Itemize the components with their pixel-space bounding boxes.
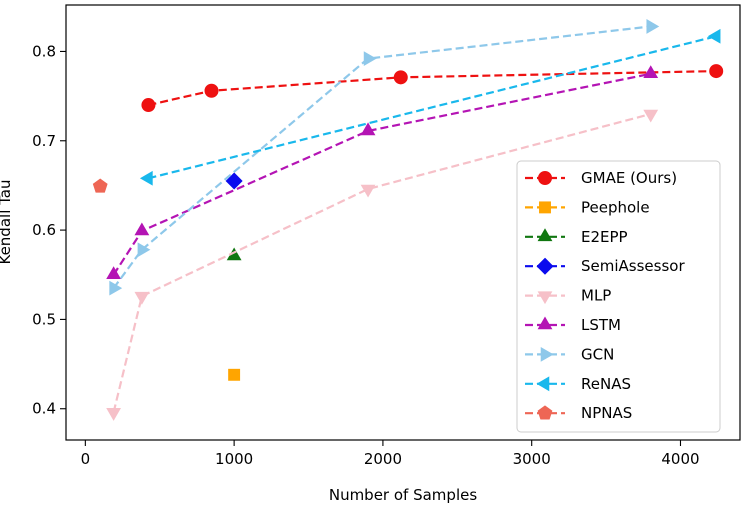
legend-item-peephole: Peephole: [525, 198, 650, 216]
series-gmae-ours: [141, 64, 724, 113]
legend-marker: [537, 405, 553, 420]
data-point: [363, 51, 377, 66]
legend-item-renas: ReNAS: [525, 375, 631, 393]
data-point: [139, 170, 153, 186]
series-line: [148, 70, 717, 107]
legend-marker: [537, 291, 553, 305]
data-point: [106, 408, 122, 421]
data-point: [709, 64, 724, 79]
legend-marker: [537, 228, 553, 242]
legend-marker: [536, 257, 554, 275]
x-tick-label: 3000: [513, 450, 551, 468]
data-point: [106, 266, 122, 280]
data-point: [393, 70, 408, 85]
plot-area: [92, 19, 724, 421]
axes-frame: [65, 4, 741, 441]
data-point: [225, 172, 243, 190]
series-peephole: [228, 368, 241, 381]
data-point: [360, 122, 376, 136]
legend-label: GCN: [581, 345, 614, 363]
data-point: [204, 83, 219, 98]
legend-frame: [516, 160, 721, 433]
legend-item-gcn: GCN: [525, 345, 614, 363]
legend-label: SemiAssessor: [581, 257, 685, 275]
legend-marker: [538, 171, 552, 185]
legend-label: NPNAS: [581, 404, 632, 422]
legend-marker: [539, 201, 551, 214]
series-semiassessor: [225, 172, 243, 190]
legend-item-npnas: NPNAS: [525, 404, 632, 422]
data-point: [141, 98, 156, 113]
legend-item-gmae-ours: GMAE (Ours): [525, 169, 677, 187]
y-tick-label: 0.4: [32, 400, 56, 418]
legend-item-mlp: MLP: [525, 287, 611, 305]
legend-label: ReNAS: [581, 375, 631, 393]
series-gcn: [109, 19, 660, 296]
legend-label: E2EPP: [581, 228, 628, 246]
x-tick-label: 2000: [364, 450, 402, 468]
series-line: [112, 25, 651, 289]
data-point: [228, 368, 241, 381]
series-renas: [139, 28, 721, 186]
x-tick-label: 4000: [661, 450, 699, 468]
legend-marker: [540, 347, 554, 362]
y-axis-label: Kendall Tau: [0, 179, 14, 264]
legend-label: LSTM: [581, 316, 621, 334]
data-point: [134, 291, 150, 305]
data-point: [137, 242, 151, 258]
data-point: [92, 178, 108, 193]
data-point: [134, 222, 150, 236]
data-point: [643, 109, 659, 123]
series-npnas: [92, 178, 108, 193]
legend-marker: [537, 316, 553, 330]
legend-item-lstm: LSTM: [525, 316, 621, 334]
legend-label: GMAE (Ours): [581, 169, 677, 187]
y-tick-label: 0.6: [32, 221, 56, 239]
x-tick-label: 1000: [215, 450, 253, 468]
x-axis-label: Number of Samples: [329, 486, 477, 504]
legend-label: MLP: [581, 287, 611, 305]
series-line: [112, 72, 651, 276]
y-tick-label: 0.8: [32, 42, 56, 60]
data-point: [707, 28, 721, 44]
y-tick-label: 0.5: [32, 310, 56, 328]
legend-item-semiassessor: SemiAssessor: [525, 257, 685, 275]
series-line: [148, 35, 717, 180]
data-point: [360, 184, 376, 198]
legend: GMAE (Ours) Peephole E2EPP SemiAssessor MLP L…: [516, 160, 721, 433]
data-point: [109, 280, 123, 296]
legend-item-e2epp: E2EPP: [525, 228, 628, 246]
series-lstm: [106, 65, 659, 280]
series-mlp: [106, 109, 659, 421]
data-point: [643, 65, 659, 79]
legend-marker: [536, 376, 550, 392]
ticks: 0 1000 2000 3000 4000 0.4 0.5 0.6 0.7 0.8: [32, 42, 699, 468]
y-tick-label: 0.7: [32, 132, 56, 150]
legend-label: Peephole: [581, 198, 650, 216]
series-line: [112, 112, 652, 413]
x-tick-label: 0: [81, 450, 91, 468]
data-point: [646, 19, 660, 34]
